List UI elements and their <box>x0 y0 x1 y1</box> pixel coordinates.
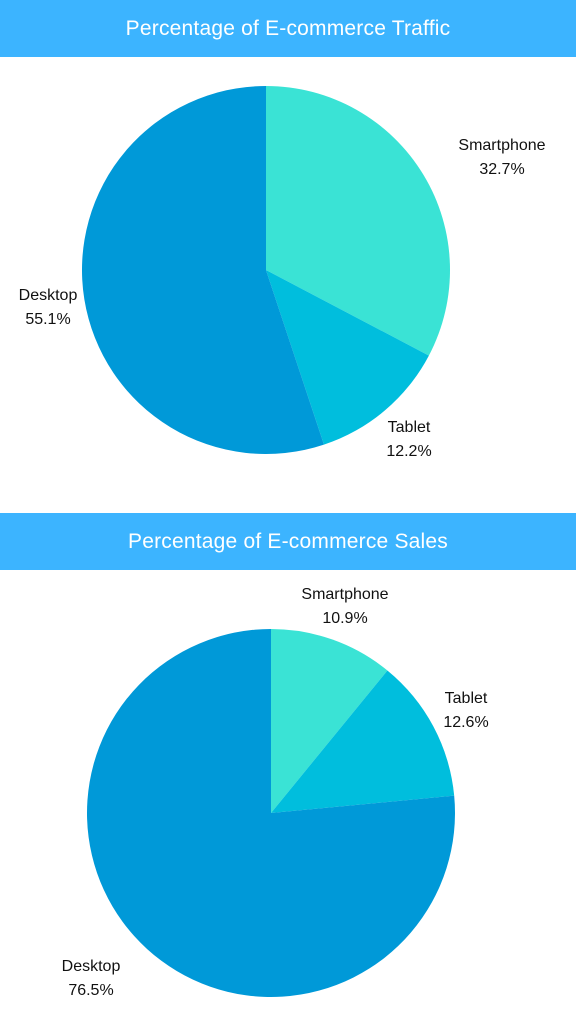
pie-slice-tablet <box>266 270 429 445</box>
pie-slice-smartphone <box>271 629 388 813</box>
slice-label-smartphone: Smartphone <box>301 586 388 603</box>
slice-value-smartphone: 32.7% <box>479 161 524 178</box>
slice-value-tablet: 12.2% <box>386 443 431 460</box>
pie-slice-desktop <box>86 629 455 997</box>
slice-value-desktop: 76.5% <box>68 982 113 999</box>
slice-value-tablet: 12.6% <box>443 714 488 731</box>
slice-value-smartphone: 10.9% <box>322 610 367 627</box>
slice-label-tablet: Tablet <box>388 419 431 436</box>
chart-title-sales: Percentage of E-commerce Sales <box>0 513 576 570</box>
pie-slice-desktop <box>81 86 324 454</box>
pie-chart-traffic: Smartphone 32.7% Tablet 12.2% Desktop 55.1% <box>19 86 546 460</box>
pie-slice-tablet <box>271 670 455 813</box>
slice-label-desktop: Desktop <box>62 958 121 975</box>
slice-label-desktop: Desktop <box>19 287 78 304</box>
slice-value-desktop: 55.1% <box>25 311 70 328</box>
pie-chart-sales: Smartphone 10.9% Tablet 12.6% Desktop 76.5% <box>62 586 489 999</box>
slice-label-smartphone: Smartphone <box>458 137 545 154</box>
chart-title-traffic: Percentage of E-commerce Traffic <box>0 0 576 57</box>
slice-label-tablet: Tablet <box>445 690 488 707</box>
pie-slice-smartphone <box>266 86 450 356</box>
